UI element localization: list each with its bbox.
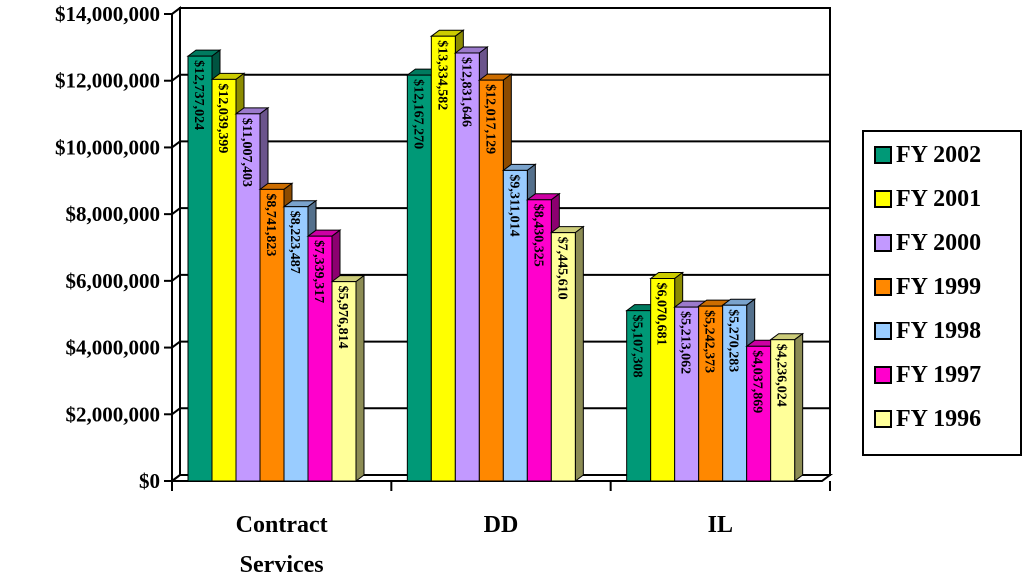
y-tick-label: $8,000,000 — [66, 202, 161, 226]
bar-value-label: $7,339,317 — [311, 240, 326, 303]
bar-front — [454, 52, 480, 482]
legend-swatch — [874, 410, 892, 428]
y-tick-label: $14,000,000 — [55, 2, 160, 26]
bar: $7,445,610 — [549, 225, 585, 482]
gridline-side — [171, 340, 181, 349]
bar-value-label: $12,167,270 — [410, 79, 425, 149]
y-tick-label: $12,000,000 — [55, 69, 160, 93]
legend-label: FY 1999 — [896, 273, 982, 300]
gridline-side — [171, 140, 181, 149]
bar-value-label: $9,311,014 — [506, 174, 521, 236]
gridline-side — [171, 207, 181, 215]
bar-front — [698, 305, 724, 482]
bar-value-label: $4,236,024 — [774, 344, 789, 407]
y-tick-label: $6,000,000 — [66, 269, 161, 293]
bar-value-label: $7,445,610 — [554, 237, 569, 300]
bar-value-label: $5,213,062 — [678, 311, 693, 374]
chart-bars: $12,737,024 $12,039,399 $11,007,403 $8,741,… — [186, 29, 805, 482]
bar-value-label: $12,737,024 — [191, 60, 206, 130]
bar-front — [550, 232, 576, 482]
bar-side — [355, 274, 365, 482]
bar-value-label: $5,242,373 — [702, 310, 717, 373]
legend-swatch — [874, 322, 892, 340]
bar-value-label: $8,741,823 — [263, 193, 278, 256]
bar-front — [674, 306, 700, 482]
x-tick-label-line: IL — [708, 512, 733, 538]
bar-value-label: $8,223,487 — [287, 211, 302, 274]
bar-front — [722, 304, 748, 482]
bar-value-label: $4,037,869 — [750, 350, 765, 413]
bar-value-label: $12,831,646 — [458, 57, 473, 127]
bar-value-label: $5,107,308 — [630, 315, 645, 378]
legend-swatch — [874, 366, 892, 384]
legend-item: FY 2002 — [874, 142, 981, 168]
x-tick-label: DD — [484, 512, 519, 538]
bar-value-label: $11,007,403 — [239, 118, 254, 187]
bar: $5,976,814 — [330, 274, 366, 482]
y-tick-label: $10,000,000 — [55, 135, 160, 159]
legend-label: FY 2000 — [896, 229, 982, 256]
legend-item: FY 1997 — [874, 362, 981, 388]
legend-swatch — [874, 190, 892, 208]
bar-value-label: $5,270,283 — [726, 309, 741, 372]
bar-front — [650, 277, 676, 482]
bar-value-label: $13,334,582 — [434, 40, 449, 110]
bar-value-label: $8,430,325 — [530, 204, 545, 267]
legend-label: FY 1996 — [896, 405, 982, 432]
bar-front — [430, 35, 456, 482]
bar-front — [283, 206, 309, 482]
bar-front — [478, 79, 504, 482]
legend-item: FY 1996 — [874, 406, 981, 432]
gridline-side — [171, 407, 181, 416]
bar-side — [794, 332, 804, 482]
legend-label: FY 2001 — [896, 185, 982, 212]
bar-front — [626, 310, 652, 482]
legend-label: FY 2002 — [896, 141, 982, 168]
gridline-side — [171, 474, 181, 482]
bar-front — [211, 78, 237, 482]
legend-item: FY 2000 — [874, 230, 981, 256]
y-tick-label: $2,000,000 — [66, 402, 161, 426]
bar-value-label: $6,070,681 — [654, 282, 669, 345]
bar: $5,242,373 — [697, 299, 733, 482]
legend-item: FY 2001 — [874, 186, 981, 212]
gridline-side — [171, 73, 181, 82]
gridline-side — [171, 274, 181, 282]
legend-swatch — [874, 146, 892, 164]
x-tick-label-line: Services — [240, 552, 324, 578]
y-tick-label: $0 — [139, 469, 160, 493]
gridline-side — [171, 7, 181, 15]
chart-legend: FY 2002 FY 2001 FY 2000 FY 1999 FY 1998 FY 19… — [862, 130, 1022, 456]
legend-swatch — [874, 278, 892, 296]
bar-front — [187, 55, 213, 482]
legend-item: FY 1999 — [874, 274, 981, 300]
bar: $4,236,024 — [769, 332, 805, 482]
x-tick-label: Contract Services — [236, 512, 328, 578]
x-tick-label-line: Contract — [236, 512, 328, 538]
bar-front — [502, 169, 528, 482]
x-tick-label: IL — [708, 512, 733, 538]
x-tick-label-line: DD — [484, 512, 519, 538]
legend-label: FY 1997 — [896, 361, 982, 388]
legend-item: FY 1998 — [874, 318, 981, 344]
bar-front — [307, 235, 333, 482]
bar-side — [574, 225, 584, 482]
bar-value-label: $12,017,129 — [482, 84, 497, 154]
x-axis: Contract Services DD IL — [171, 481, 831, 578]
y-axis: $0 $2,000,000 $4,000,000 $6,000,000 $8,000,0… — [55, 2, 173, 493]
legend-swatch — [874, 234, 892, 252]
bar-value-label: $12,039,399 — [215, 83, 230, 153]
bar-front — [331, 281, 357, 482]
legend-label: FY 1998 — [896, 317, 982, 344]
bar-front — [770, 339, 796, 482]
bar-value-label: $5,976,814 — [335, 286, 350, 349]
y-tick-label: $4,000,000 — [66, 336, 161, 360]
